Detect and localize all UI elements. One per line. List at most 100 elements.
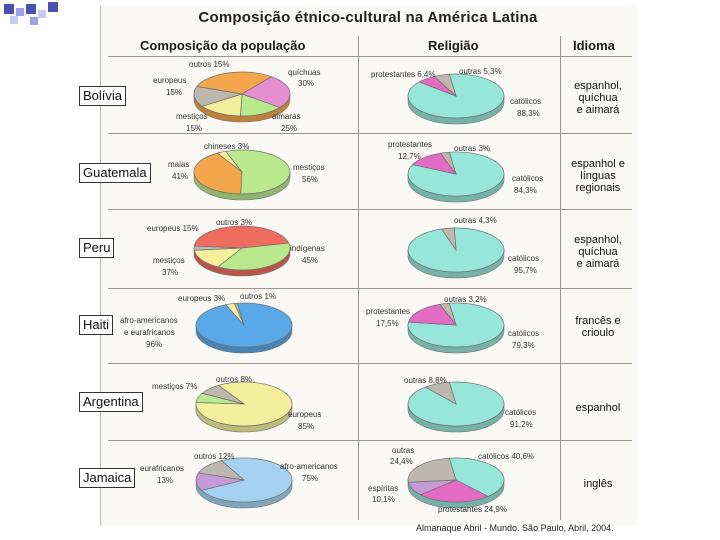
language-line: espanhol, (574, 234, 622, 246)
pie-chart (407, 151, 505, 203)
data-label: outros 12% (194, 452, 235, 461)
pie-slice (439, 151, 457, 175)
pie-slice (200, 457, 293, 503)
data-label: protestantes 24,9% (438, 505, 507, 514)
data-label: católicos (508, 254, 540, 263)
language-line: espanhol (575, 402, 621, 414)
pie-slice (193, 225, 290, 249)
data-label: outras 3,2% (444, 295, 487, 304)
chart-paper (100, 6, 637, 526)
language-argentina: espanhol (566, 402, 630, 414)
language-line: quíchua (578, 246, 618, 258)
pie-slice (448, 457, 505, 497)
pie-slice (197, 460, 246, 481)
pie-chart (407, 227, 505, 279)
data-label: 75% (302, 474, 319, 483)
data-label: católicos (508, 329, 540, 338)
language-line: e aimará (576, 104, 620, 116)
data-label: católicos 40,6% (478, 452, 535, 461)
header-population: Composição da população (140, 38, 306, 53)
pie-chart (193, 71, 291, 123)
data-label: católicos (505, 408, 537, 417)
data-label: europeus (288, 410, 322, 419)
data-label: protestantes (366, 307, 411, 316)
chart-title: Composição étnico-cultural na América La… (198, 9, 538, 26)
data-label: 37% (162, 268, 179, 277)
pie-chart (195, 302, 293, 354)
pie-slice (196, 71, 273, 95)
language-haiti: francês e crioulo (566, 315, 630, 339)
country-label-bolivia: Bolívia (79, 86, 127, 106)
data-label: protestantes (388, 140, 433, 149)
language-line: espanhol, (574, 80, 622, 92)
data-label: espíritas (368, 484, 399, 493)
data-label: e eurafricanos (124, 328, 175, 337)
data-label: europeus 15% (147, 224, 199, 233)
pie-chart (193, 149, 291, 201)
pie-slice (407, 457, 457, 483)
data-label: 24,4% (390, 457, 413, 466)
data-label: chineses 3% (204, 142, 250, 151)
data-label: 79,3% (512, 341, 535, 350)
data-label: europeus (153, 76, 187, 85)
pie-slice (216, 150, 243, 173)
language-line: e aimará (576, 258, 620, 270)
pie-slice (440, 227, 457, 252)
data-label: 85% (298, 422, 315, 431)
pie-chart (407, 302, 505, 354)
row-divider (108, 56, 632, 57)
data-label: outras 8,8% (404, 376, 447, 385)
data-label: mestiços (153, 256, 185, 265)
data-label: outras (392, 446, 415, 455)
data-label: 41% (172, 172, 189, 181)
country-label-peru: Peru (79, 238, 115, 258)
row-divider (108, 363, 632, 364)
language-line: línguas (580, 170, 616, 182)
pie-slice (241, 76, 291, 108)
data-label: católicos (510, 97, 542, 106)
data-label: 30% (298, 79, 315, 88)
row-divider (108, 209, 632, 210)
pie-slice (433, 73, 457, 98)
data-label: indígenas (290, 244, 325, 253)
data-label: 25% (281, 124, 298, 133)
data-label: afro-americanos (120, 316, 178, 325)
pie-chart (407, 457, 505, 509)
language-line: espanhol e (571, 158, 625, 170)
data-label: outras 4,3% (454, 216, 497, 225)
data-label: 17,5% (376, 319, 399, 328)
data-label: 13% (157, 476, 174, 485)
pie-slice (193, 86, 243, 107)
pie-slice (233, 302, 245, 326)
data-label: outros 15% (189, 60, 230, 69)
data-label: mestiços (293, 163, 325, 172)
data-label: 56% (302, 175, 319, 184)
pie-chart (407, 381, 505, 433)
data-label: quíchuas (288, 68, 321, 77)
data-label: maias (168, 160, 190, 169)
language-line: francês e (575, 315, 621, 327)
pie-chart (193, 225, 291, 277)
pie-slice (217, 242, 291, 271)
language-line: regionais (575, 182, 621, 194)
data-label: 96% (146, 340, 163, 349)
country-label-argentina: Argentina (79, 392, 143, 412)
pie-slice (193, 152, 243, 195)
data-label: 15% (186, 124, 203, 133)
pie-slice (407, 302, 505, 348)
data-label: outros 3% (216, 218, 253, 227)
language-bolivia: espanhol, quíchua e aimará (566, 80, 630, 116)
pie-chart (195, 381, 293, 433)
country-label-jamaica: Jamaica (79, 468, 136, 488)
pie-slice (424, 381, 457, 405)
data-label: outros 8% (216, 375, 253, 384)
language-line: crioulo (581, 327, 615, 339)
row-divider (108, 288, 632, 289)
data-label: outras 3% (454, 144, 491, 153)
pie-chart (195, 457, 293, 509)
data-label: 84,3% (514, 186, 537, 195)
data-label: mestiços (176, 112, 208, 121)
data-label: 91,2% (510, 420, 533, 429)
data-label: europeus 3% (178, 294, 226, 303)
data-label: católicos (512, 174, 544, 183)
